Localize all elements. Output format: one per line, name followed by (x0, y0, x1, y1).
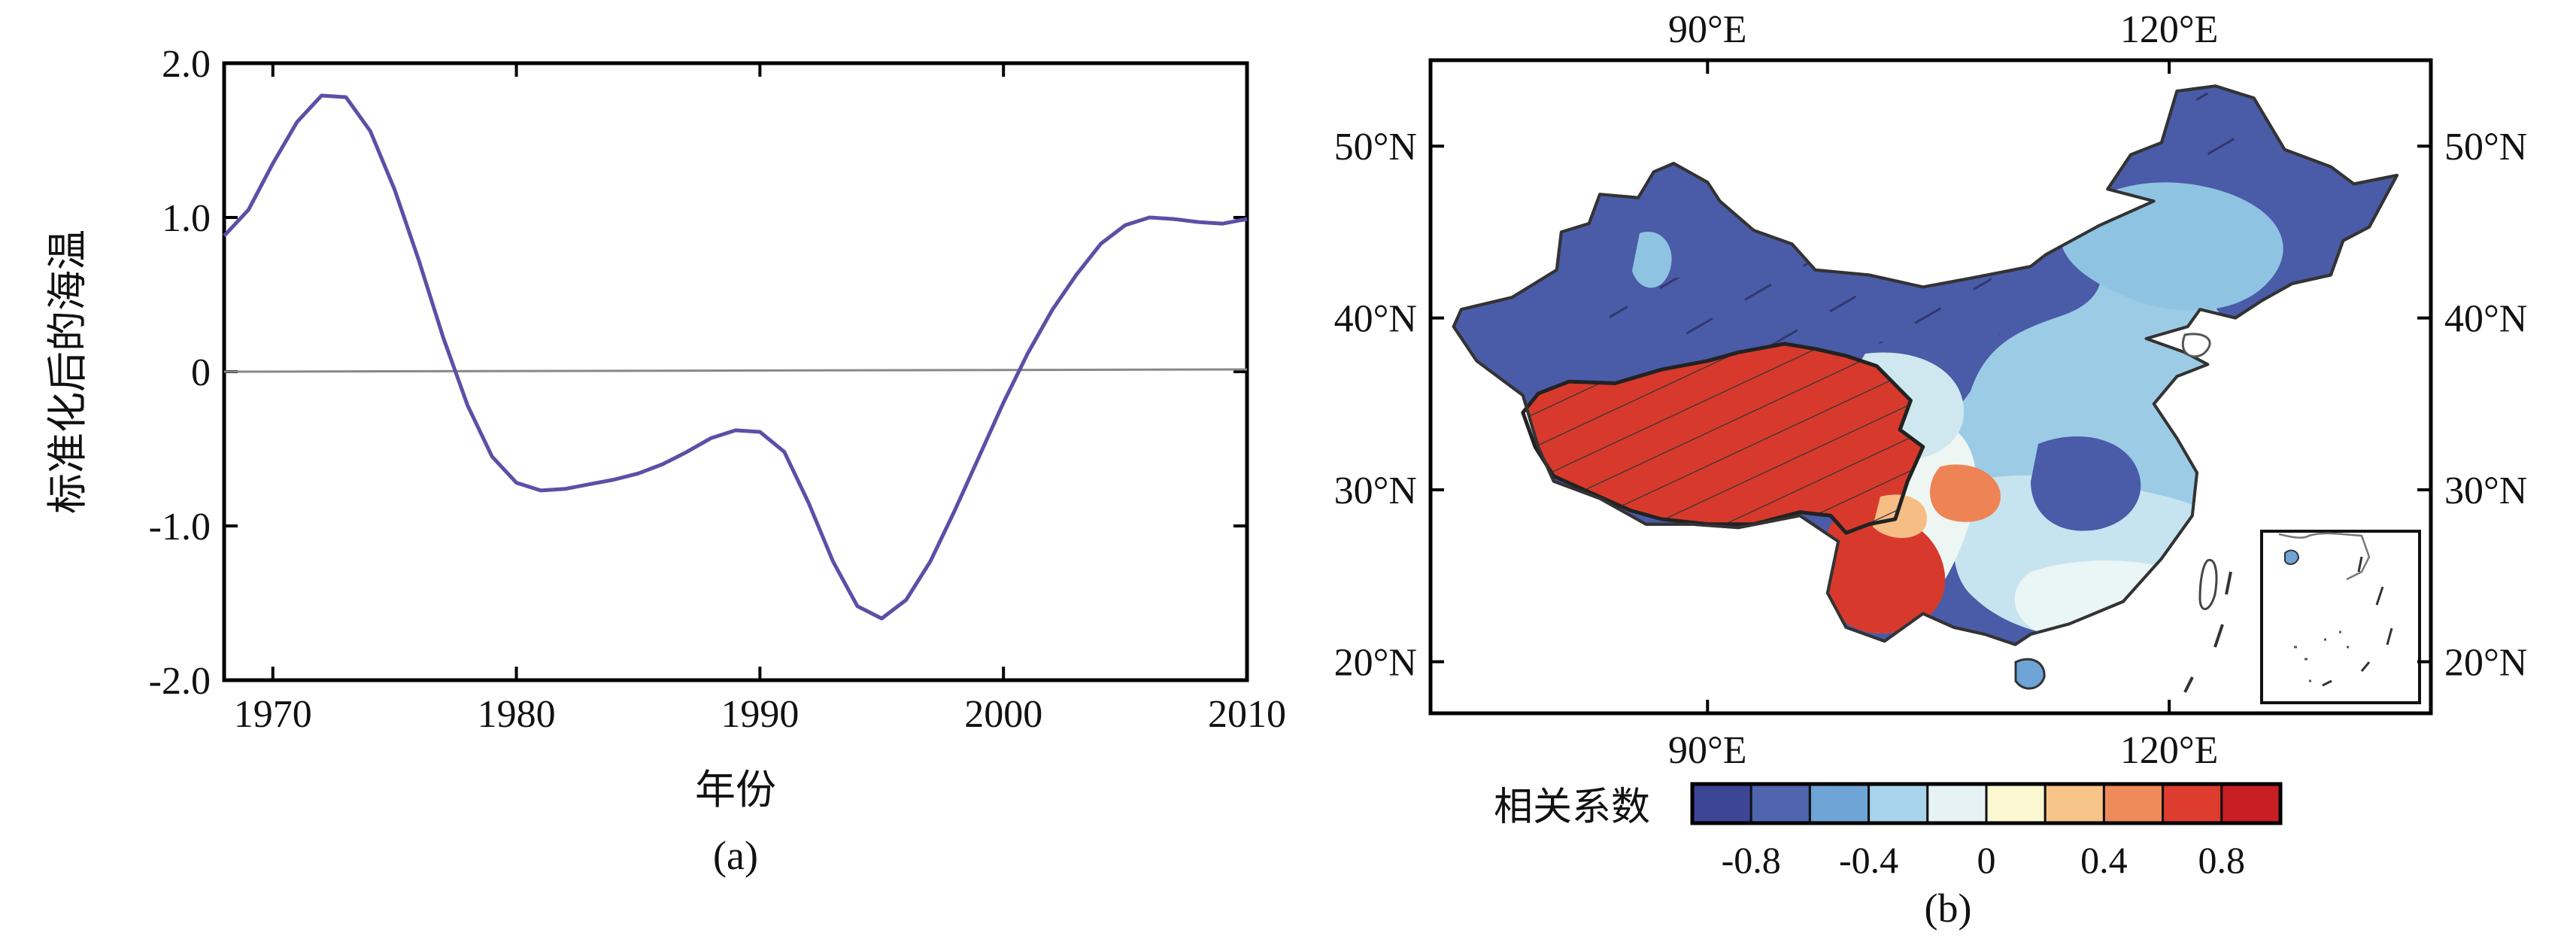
coastal-dashes (2183, 571, 2232, 693)
region-dark-blue-central (2031, 436, 2141, 531)
significance-dash-northeast (2196, 86, 2301, 158)
colorbar-tick-label: -0.4 (1839, 839, 1898, 881)
axis-ticks-a (224, 62, 1249, 682)
colorbar-label: 相关系数 (1494, 785, 1650, 830)
lat-tick-label-left: 40°N (1334, 298, 1417, 341)
line-chart-panel-a: 2.01.00-1.0-2.0 1970 1980 1990 2000 2010 年份 … (44, 43, 1286, 878)
colorbar-tick-label: 0.8 (2198, 839, 2246, 881)
x-tick-label: 1980 (478, 693, 556, 736)
x-tick-label: 1990 (721, 693, 799, 736)
colorbar-frame (1690, 782, 2283, 825)
y-tick-label: 1.0 (162, 197, 211, 240)
x-tick-labels: 1970 1980 1990 2000 2010 (234, 693, 1286, 736)
map-axis-ticks (1431, 60, 2431, 713)
panel-a-label: (a) (713, 833, 758, 878)
map-panel-b: 90°E 90°E 120°E 120°E 50°N 50°N 40°N 40°N 30°N 3… (1334, 8, 2528, 931)
colorbar-swatch (1926, 783, 1988, 825)
map-frame (1428, 58, 2433, 716)
y-tick-label: -1.0 (149, 506, 211, 549)
colorbar (1690, 782, 2283, 825)
lon-tick-label-top: 90°E (1668, 8, 1747, 51)
lat-tick-labels: 50°N 50°N 40°N 40°N 30°N 30°N 20°N 20°N (1334, 126, 2528, 684)
colorbar-swatch (1985, 783, 2047, 825)
y-tick-label: -2.0 (149, 660, 211, 703)
region-orange-patch (1930, 464, 2001, 522)
y-axis-label: 标准化后的海温 (44, 229, 91, 514)
significance-hatch-tibet (1522, 343, 1923, 533)
colorbar-swatch (1691, 783, 1752, 825)
y-tick-label: 0 (191, 351, 211, 394)
y-tick-labels: 2.0 1.0 0 -1.0 -2.0 (149, 43, 211, 703)
zero-reference-line (223, 368, 1248, 373)
colorbar-tick-label: -0.8 (1722, 839, 1781, 881)
lon-tick-label-bottom: 120°E (2120, 729, 2219, 772)
x-tick-label: 1970 (234, 693, 312, 736)
region-lightblue-west-patch (1632, 232, 1672, 288)
x-tick-label: 2000 (964, 693, 1042, 736)
lat-tick-label-left: 20°N (1334, 641, 1417, 684)
colorbar-tick-label: 0.4 (2080, 839, 2128, 881)
panel-b-label: (b) (1925, 886, 1972, 931)
taiwan-island (2198, 558, 2218, 610)
x-tick-label: 2010 (1208, 693, 1286, 736)
lat-tick-label-right: 30°N (2444, 470, 2527, 512)
colorbar-swatch (1749, 783, 1811, 825)
south-china-sea-inset (2260, 530, 2421, 704)
x-axis-label: 年份 (695, 766, 776, 813)
region-southwest-red (1825, 513, 1946, 634)
plateau-boundary (1521, 342, 1925, 535)
lon-tick-label-bottom: 90°E (1668, 729, 1747, 772)
china-border (1452, 84, 2399, 646)
y-tick-label: 2.0 (162, 43, 211, 86)
lat-tick-label-right: 20°N (2444, 641, 2527, 684)
lon-tick-label-top: 120°E (2120, 8, 2219, 51)
colorbar-swatch (1808, 783, 1871, 825)
lat-tick-label-right: 40°N (2444, 298, 2527, 341)
colorbar-swatch (2162, 783, 2223, 825)
lat-tick-label-left: 50°N (1334, 126, 1417, 169)
lat-tick-label-left: 30°N (1334, 470, 1417, 512)
colorbar-swatch (2102, 783, 2165, 825)
colorbar-swatch (2044, 783, 2105, 825)
colorbar-swatch (2220, 783, 2282, 825)
hainan-island (2014, 658, 2046, 690)
colorbar-tick-labels: -0.8 -0.4 0 0.4 0.8 (1722, 839, 2245, 881)
series-line (223, 93, 1248, 621)
lat-tick-label-right: 50°N (2444, 126, 2527, 169)
colorbar-tick-label: 0 (1977, 839, 1996, 881)
lon-tick-labels: 90°E 90°E 120°E 120°E (1668, 8, 2218, 772)
shandong-coast (2181, 333, 2211, 358)
colorbar-swatch (1868, 783, 1929, 825)
